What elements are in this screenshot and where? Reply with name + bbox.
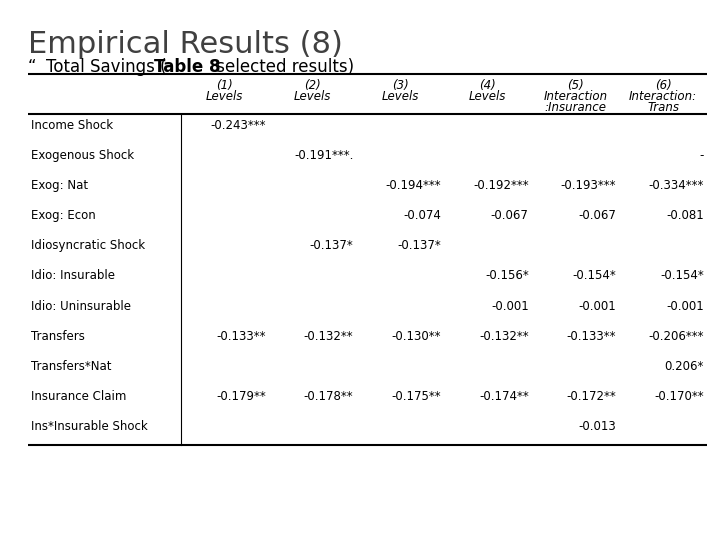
Text: Empirical Results (8): Empirical Results (8) bbox=[28, 30, 343, 59]
Text: -0.133**: -0.133** bbox=[567, 329, 616, 343]
Text: -0.194***: -0.194*** bbox=[385, 179, 441, 192]
Text: Transfers*Nat: Transfers*Nat bbox=[31, 360, 112, 373]
Text: -0.243***: -0.243*** bbox=[210, 119, 266, 132]
Text: Levels: Levels bbox=[294, 90, 331, 103]
Text: -0.001: -0.001 bbox=[666, 300, 704, 313]
Text: selected results): selected results) bbox=[211, 58, 354, 76]
Text: :Insurance: :Insurance bbox=[544, 101, 606, 114]
Text: Levels: Levels bbox=[382, 90, 419, 103]
Text: Idiosyncratic Shock: Idiosyncratic Shock bbox=[31, 239, 145, 252]
Text: -0.172**: -0.172** bbox=[567, 390, 616, 403]
Text: -0.081: -0.081 bbox=[666, 210, 704, 222]
Text: -0.154*: -0.154* bbox=[572, 269, 616, 282]
Text: Levels: Levels bbox=[206, 90, 243, 103]
Text: Levels: Levels bbox=[469, 90, 507, 103]
Text: Transfers: Transfers bbox=[31, 329, 85, 343]
Text: -0.334***: -0.334*** bbox=[649, 179, 704, 192]
Text: (6): (6) bbox=[654, 79, 672, 92]
Text: -0.074: -0.074 bbox=[403, 210, 441, 222]
Text: Interaction: Interaction bbox=[544, 90, 608, 103]
Text: -: - bbox=[700, 149, 704, 162]
Text: -0.132**: -0.132** bbox=[304, 329, 354, 343]
Text: -0.133**: -0.133** bbox=[216, 329, 266, 343]
Text: -0.130**: -0.130** bbox=[392, 329, 441, 343]
Text: -0.067: -0.067 bbox=[491, 210, 528, 222]
Text: Idio: Insurable: Idio: Insurable bbox=[31, 269, 115, 282]
Text: 0.206*: 0.206* bbox=[665, 360, 704, 373]
Text: (5): (5) bbox=[567, 79, 584, 92]
Text: -0.132**: -0.132** bbox=[479, 329, 528, 343]
Text: (1): (1) bbox=[217, 79, 233, 92]
Text: Table 8: Table 8 bbox=[154, 58, 220, 76]
Text: -0.013: -0.013 bbox=[579, 420, 616, 433]
Text: (3): (3) bbox=[392, 79, 408, 92]
Text: “: “ bbox=[28, 58, 37, 76]
Text: Exogenous Shock: Exogenous Shock bbox=[31, 149, 134, 162]
Text: Income Shock: Income Shock bbox=[31, 119, 113, 132]
Text: -0.170**: -0.170** bbox=[654, 390, 704, 403]
Text: -0.192***: -0.192*** bbox=[473, 179, 528, 192]
Text: -0.137*: -0.137* bbox=[310, 239, 354, 252]
Text: -0.206***: -0.206*** bbox=[649, 329, 704, 343]
Text: -0.137*: -0.137* bbox=[397, 239, 441, 252]
Text: -0.191***.: -0.191***. bbox=[294, 149, 354, 162]
Text: -0.175**: -0.175** bbox=[392, 390, 441, 403]
Text: -0.193***: -0.193*** bbox=[561, 179, 616, 192]
Text: -0.179**: -0.179** bbox=[216, 390, 266, 403]
Text: Exog: Econ: Exog: Econ bbox=[31, 210, 96, 222]
Text: Total Savings (: Total Savings ( bbox=[46, 58, 166, 76]
Text: -0.174**: -0.174** bbox=[479, 390, 528, 403]
Text: -0.178**: -0.178** bbox=[304, 390, 354, 403]
Text: (4): (4) bbox=[480, 79, 496, 92]
Text: Idio: Uninsurable: Idio: Uninsurable bbox=[31, 300, 131, 313]
Text: -0.156*: -0.156* bbox=[485, 269, 528, 282]
Text: (2): (2) bbox=[304, 79, 321, 92]
Text: -0.001: -0.001 bbox=[579, 300, 616, 313]
Text: -0.067: -0.067 bbox=[578, 210, 616, 222]
Text: Trans: Trans bbox=[647, 101, 679, 114]
Text: Insurance Claim: Insurance Claim bbox=[31, 390, 127, 403]
Text: Interaction:: Interaction: bbox=[629, 90, 697, 103]
Text: -0.001: -0.001 bbox=[491, 300, 528, 313]
Text: Ins*Insurable Shock: Ins*Insurable Shock bbox=[31, 420, 148, 433]
Text: -0.154*: -0.154* bbox=[660, 269, 704, 282]
Text: Exog: Nat: Exog: Nat bbox=[31, 179, 88, 192]
